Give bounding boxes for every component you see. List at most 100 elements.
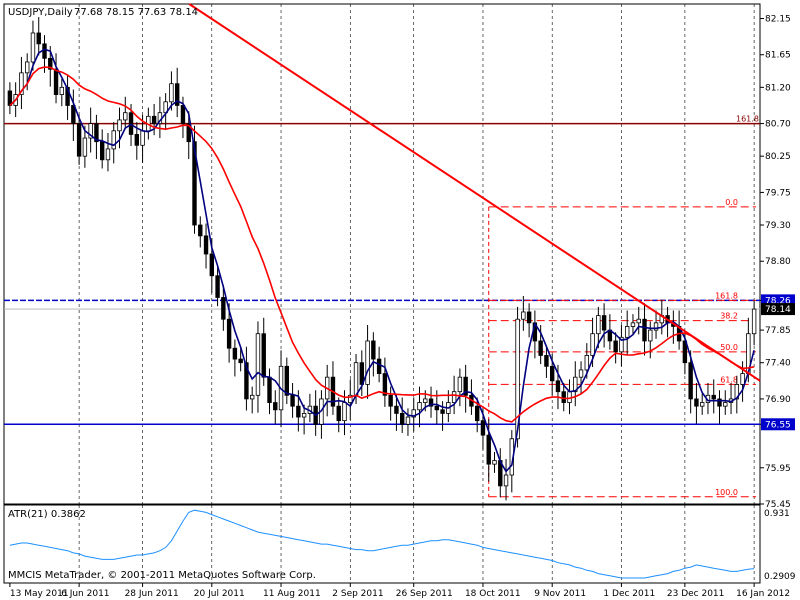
moving-averages <box>9 48 755 473</box>
candle-body <box>134 134 140 146</box>
candle-body <box>36 32 41 45</box>
candle-body <box>549 365 555 382</box>
y-tick-label: 80.70 <box>765 120 791 130</box>
x-tick-label: 28 Jun 2011 <box>125 589 179 599</box>
candle-body <box>88 123 93 139</box>
candle-body <box>267 376 272 403</box>
candle-body <box>365 340 370 385</box>
candle-body <box>699 402 705 407</box>
fast-moving-average <box>9 48 755 473</box>
candle-body <box>740 373 745 385</box>
price-tag-label: 76.55 <box>765 420 791 430</box>
candle-body <box>82 137 88 157</box>
candle-body <box>492 460 497 465</box>
candle-body <box>24 61 30 74</box>
x-tick-label: 11 Aug 2011 <box>263 589 321 599</box>
symbol-label: USDJPY,Daily <box>8 7 73 18</box>
candle-body <box>209 253 215 277</box>
candle-body <box>19 72 24 95</box>
y-tick-label: 75.95 <box>765 464 791 474</box>
candle-body <box>590 333 595 356</box>
candle-body <box>555 380 561 393</box>
trendline <box>188 3 761 382</box>
candle-body <box>140 130 145 146</box>
candle-body <box>578 369 584 378</box>
candle-body <box>428 398 434 407</box>
y-tick-label: 77.40 <box>765 359 791 369</box>
y-tick-label: 75.45 <box>765 500 791 510</box>
candle-body <box>203 235 209 255</box>
fib-level-label: 161.8 <box>715 291 738 300</box>
candle-body <box>215 275 220 298</box>
atr-label: ATR(21) 0.3862 <box>8 509 86 520</box>
price-tag-label: 78.14 <box>765 305 791 315</box>
candle-body <box>180 105 186 124</box>
candle-body <box>399 413 405 425</box>
x-tick-label: 20 Jul 2011 <box>194 589 245 599</box>
y-tick-label: 78.80 <box>765 257 791 267</box>
y-tick-label: 82.15 <box>765 14 791 24</box>
candle-body <box>117 119 122 132</box>
candle-body <box>7 90 13 106</box>
candle-body <box>463 376 468 396</box>
candle-body <box>538 340 543 356</box>
x-tick-label: 9 Nov 2011 <box>534 589 586 599</box>
price-axis: 82.15 81.65 81.20 80.70 80.25 79.75 79.30 78.80… <box>760 14 795 510</box>
candle-body <box>371 340 376 360</box>
candle-body <box>261 333 266 378</box>
candle-body <box>169 83 174 103</box>
fib-level-label: 38.2 <box>720 312 738 321</box>
y-tick-label: 79.75 <box>765 188 791 198</box>
candle-body <box>521 311 526 320</box>
x-tick-label: 2 Sep 2011 <box>332 589 383 599</box>
candle-body <box>515 318 520 440</box>
candle-body <box>186 123 191 143</box>
y-tick-label: 80.25 <box>765 152 791 162</box>
fib-level-label: 0.0 <box>725 198 738 207</box>
candle-body <box>503 474 509 487</box>
candle-body <box>642 318 647 342</box>
candle-body <box>301 413 307 418</box>
candle-body <box>451 391 457 403</box>
candle-body <box>619 336 624 353</box>
candle-body <box>290 394 295 407</box>
candle-body <box>411 409 416 418</box>
candle-body <box>457 376 463 393</box>
candle-body <box>123 112 128 121</box>
x-tick-label: 16 Jan 2012 <box>736 589 790 599</box>
candle-body <box>474 405 480 422</box>
candle-body <box>353 362 359 396</box>
candle-body <box>567 391 572 403</box>
candle-body <box>596 315 601 335</box>
fib-level-label: 61.8 <box>720 375 738 384</box>
candle-body <box>94 123 99 143</box>
x-tick-label: 13 May 2011 <box>10 589 69 599</box>
x-tick-label: 23 Dec 2011 <box>667 589 725 599</box>
candle-body <box>249 394 255 400</box>
candle-body <box>486 434 491 465</box>
candle-body <box>336 405 341 422</box>
candle-body <box>480 420 486 436</box>
copyright-text: MMCIS MetaTrader, © 2001-2011 MetaQuotes… <box>8 570 316 581</box>
candle-body <box>76 123 82 157</box>
price-tag-label: 78.26 <box>765 296 791 306</box>
atr-top-value: 0.931 <box>764 509 790 519</box>
candle-body <box>273 402 278 411</box>
y-tick-label: 79.30 <box>765 221 791 231</box>
ohlc-readout: 77.68 78.15 77.63 78.14 <box>74 7 198 18</box>
indicator-panel <box>3 504 761 584</box>
candle-body <box>42 43 47 59</box>
candle-body <box>388 394 393 407</box>
trendline-group[interactable] <box>188 3 761 382</box>
candle-body <box>151 115 157 124</box>
candle-body <box>423 398 428 403</box>
fib-level-label: 100.0 <box>715 488 738 497</box>
candle-body <box>71 105 76 124</box>
candle-body <box>296 405 301 418</box>
candle-body <box>405 416 411 425</box>
candle-body <box>561 391 566 403</box>
candle-body <box>573 376 578 393</box>
grid-lines <box>78 4 755 583</box>
